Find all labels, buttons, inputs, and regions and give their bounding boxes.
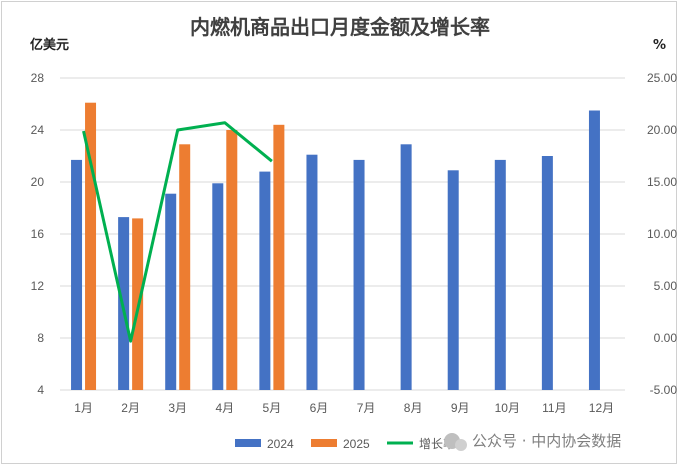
bar-2025 <box>85 102 97 390</box>
x-tick-label: 10月 <box>495 401 520 415</box>
x-tick-label: 4月 <box>215 401 234 415</box>
left-axis-unit: 亿美元 <box>30 37 69 53</box>
watermark-text: 公众号 · 中内协会数据 <box>472 432 621 450</box>
x-tick-label: 9月 <box>451 401 470 415</box>
wechat-icon-secondary <box>455 439 467 451</box>
left-tick-label: 12 <box>31 279 45 293</box>
right-tick-label: 15.00 <box>647 175 677 189</box>
right-tick-label: -5.00 <box>650 383 678 397</box>
axis-labels: 4 8 12 16 20 24 28 -5.00 0.00 5.00 10.00 15.00 20.00… <box>31 71 678 415</box>
left-tick-label: 8 <box>37 331 44 345</box>
x-tick-label: 7月 <box>357 401 376 415</box>
chart-title: 内燃机商品出口月度金额及增长率 <box>190 15 490 39</box>
bar-2024 <box>494 159 506 390</box>
bar-2025 <box>226 130 238 390</box>
bar-2025 <box>179 144 191 390</box>
bar-2024 <box>588 110 600 390</box>
legend-swatch <box>235 439 261 447</box>
x-tick-label: 6月 <box>310 401 329 415</box>
bar-2024 <box>306 154 318 390</box>
legend: 2024 2025 增长率 <box>235 436 455 451</box>
bar-2024 <box>165 193 177 390</box>
line-增长率 <box>82 121 273 343</box>
bar-2024 <box>212 183 224 390</box>
right-tick-label: 10.00 <box>647 227 677 241</box>
x-tick-label: 11月 <box>542 401 566 415</box>
left-tick-label: 28 <box>31 71 45 85</box>
bar-2025 <box>273 124 285 391</box>
bar-2024 <box>353 159 365 390</box>
bar-2024 <box>447 170 459 390</box>
legend-label: 2024 <box>267 437 294 451</box>
x-tick-label: 8月 <box>404 401 423 415</box>
bar-2024 <box>71 159 83 390</box>
left-tick-label: 4 <box>37 383 44 397</box>
bar-2024 <box>400 144 412 390</box>
left-tick-label: 24 <box>31 123 45 137</box>
x-tick-label: 12月 <box>589 401 614 415</box>
growth-line <box>82 121 273 343</box>
right-tick-label: 0.00 <box>654 331 678 345</box>
legend-label: 2025 <box>343 437 370 451</box>
legend-swatch <box>311 439 337 447</box>
bar-2024 <box>541 156 553 390</box>
x-tick-label: 1月 <box>74 401 93 415</box>
right-tick-label: 25.00 <box>647 71 677 85</box>
right-tick-label: 5.00 <box>654 279 678 293</box>
right-tick-label: 20.00 <box>647 123 677 137</box>
x-tick-label: 5月 <box>263 401 282 415</box>
left-tick-label: 16 <box>31 227 45 241</box>
left-tick-label: 20 <box>31 175 45 189</box>
right-axis-unit: % <box>653 38 666 53</box>
x-tick-label: 2月 <box>121 401 140 415</box>
x-tick-label: 3月 <box>168 401 187 415</box>
gridlines <box>60 77 625 391</box>
watermark: 公众号 · 中内协会数据 <box>444 432 621 451</box>
bar-2024 <box>259 171 271 390</box>
